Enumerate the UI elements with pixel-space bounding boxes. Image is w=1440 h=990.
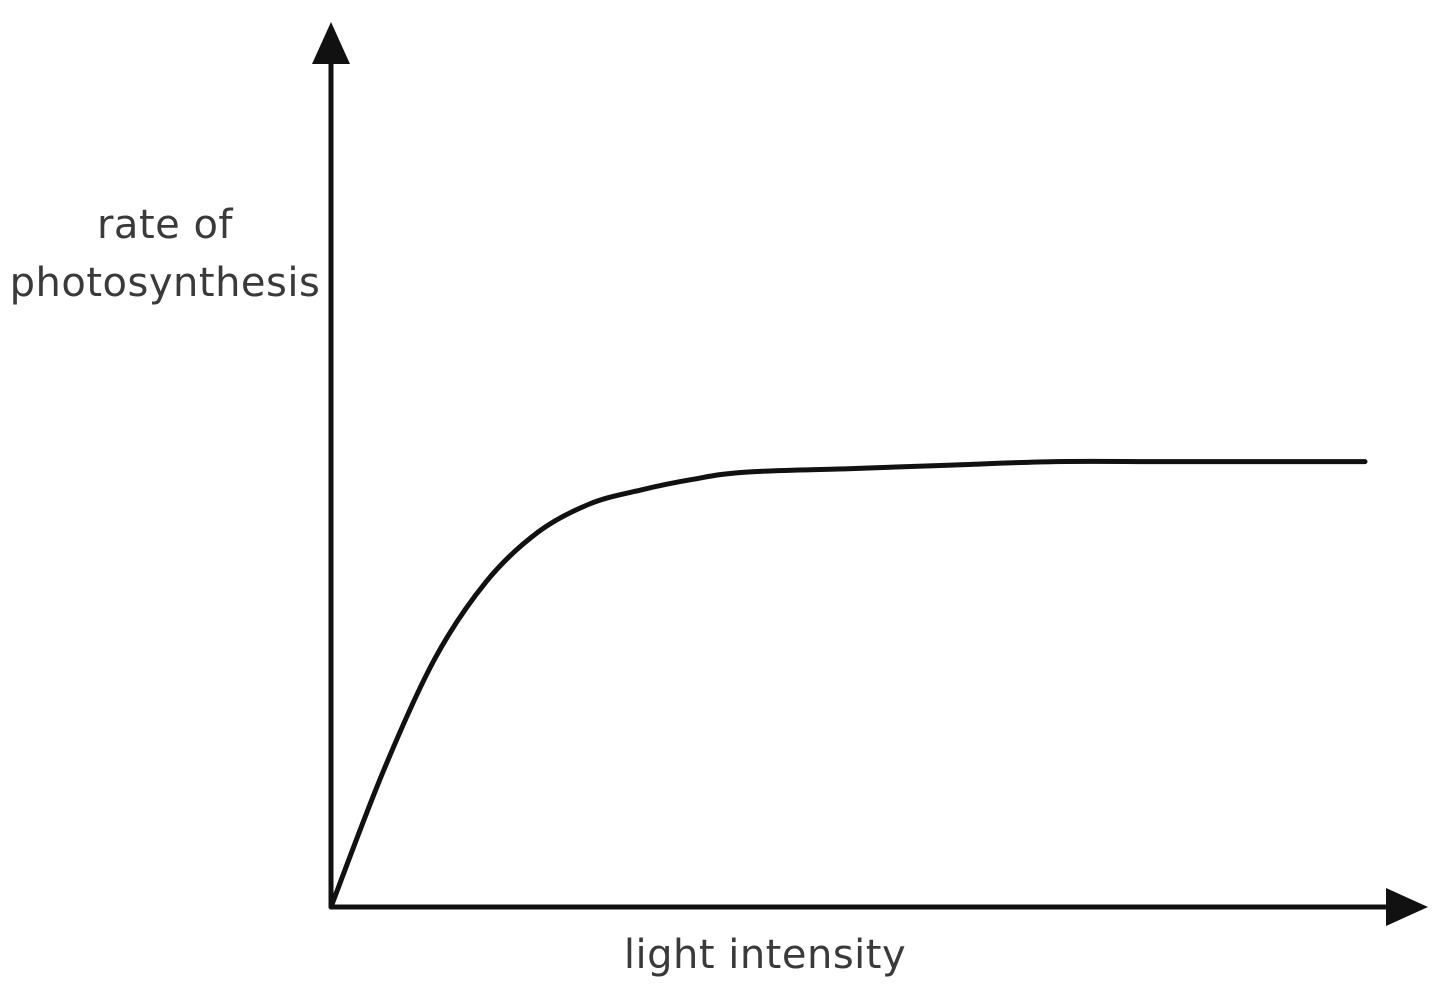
series-line	[328, 458, 1368, 910]
y-axis-arrow-icon	[312, 22, 350, 64]
y-axis-label-line-1: rate of	[96, 202, 234, 248]
y-axis-label: rate of photosynthesis	[2, 196, 328, 312]
y-axis-label-line-2: photosynthesis	[9, 260, 321, 306]
x-axis-label: light intensity	[623, 932, 907, 978]
x-axis-arrow-icon	[1386, 888, 1428, 926]
